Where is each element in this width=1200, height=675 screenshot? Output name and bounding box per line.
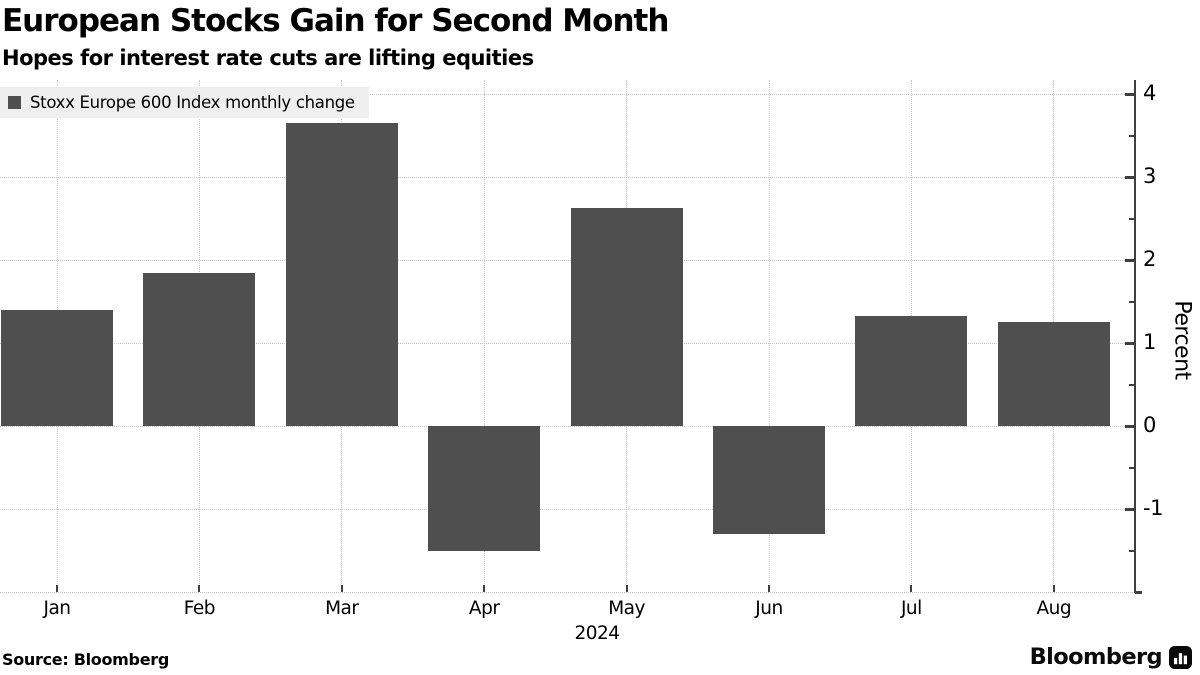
y-tick-label: 0 [1143, 413, 1156, 438]
y-minor-tick [1129, 217, 1134, 220]
y-major-tick [1125, 175, 1134, 179]
y-minor-tick [1129, 549, 1134, 552]
bar-mar [285, 123, 398, 427]
bar-jan [1, 309, 113, 427]
x-tick [56, 585, 58, 592]
chart-title: European Stocks Gain for Second Month [2, 3, 669, 39]
legend-swatch-icon [8, 96, 21, 109]
chart-subtitle: Hopes for interest rate cuts are lifting… [2, 46, 534, 70]
gridline-horizontal [0, 342, 1135, 344]
legend: Stoxx Europe 600 Index monthly change [0, 87, 369, 118]
y-tick-label: 4 [1143, 81, 1156, 106]
bar-may [570, 207, 683, 427]
y-major-tick [1125, 92, 1134, 96]
y-major-tick [1125, 258, 1134, 262]
bar-jun [713, 426, 825, 534]
y-major-tick [1125, 507, 1134, 511]
bloomberg-logo: Bloomberg [1030, 644, 1192, 670]
y-tick-label: 3 [1143, 164, 1156, 189]
y-minor-tick [1129, 300, 1134, 303]
y-tick-label: 2 [1143, 247, 1156, 272]
gridline-vertical [768, 80, 770, 592]
x-tick [483, 585, 486, 592]
y-tick-label: 1 [1143, 330, 1156, 355]
x-tick-label: Jun [755, 598, 783, 619]
axis-corner-tick [1135, 590, 1142, 594]
x-tick [910, 585, 913, 592]
y-major-tick [1125, 341, 1134, 345]
x-axis-year-label: 2024 [574, 623, 620, 644]
gridline-horizontal [0, 176, 1135, 178]
gridline-horizontal [0, 259, 1135, 261]
x-tick-label: Aug [1036, 598, 1072, 619]
gridline-horizontal [0, 425, 1135, 427]
x-tick [625, 585, 628, 592]
x-tick [768, 585, 770, 592]
x-tick-label: Mar [325, 598, 359, 619]
x-tick-label: Jul [900, 598, 922, 619]
bar-apr [428, 426, 541, 552]
y-minor-tick [1129, 466, 1134, 469]
gridline-horizontal [0, 93, 1135, 95]
bloomberg-terminal-icon [1169, 645, 1192, 669]
y-axis-title: Percent [1169, 300, 1195, 380]
x-tick-label: Apr [468, 598, 500, 619]
y-tick-label: -1 [1143, 496, 1163, 521]
legend-label: Stoxx Europe 600 Index monthly change [30, 93, 355, 112]
y-axis-spine [1134, 80, 1136, 593]
x-tick [340, 585, 343, 592]
gridline-horizontal [0, 508, 1135, 510]
y-major-tick [1125, 424, 1134, 428]
gridline-vertical [483, 80, 485, 592]
source-note: Source: Bloomberg [2, 650, 169, 669]
x-tick-label: Feb [183, 598, 216, 619]
bloomberg-wordmark: Bloomberg [1029, 644, 1163, 670]
bar-jul [855, 316, 968, 427]
y-minor-tick [1129, 134, 1134, 137]
bar-feb [143, 272, 256, 427]
x-tick [1052, 585, 1055, 592]
gridline-horizontal [0, 591, 1135, 593]
x-tick-label: May [608, 598, 645, 619]
x-tick [198, 585, 201, 592]
x-tick-label: Jan [43, 598, 71, 619]
y-minor-tick [1129, 383, 1134, 386]
bar-aug [997, 322, 1110, 427]
